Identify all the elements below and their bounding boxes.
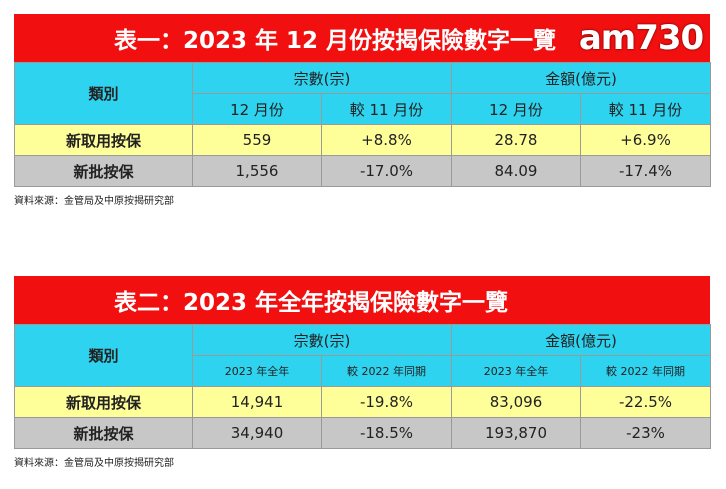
table-1-category-header: 類別 bbox=[14, 62, 193, 125]
table-cell: 28.78 bbox=[451, 124, 581, 156]
table-1-title: 表一：2023 年 12 月份按揭保險數字一覽 bbox=[14, 14, 710, 62]
table-row: 新批按保 1,556 -17.0% 84.09 -17.4% bbox=[14, 155, 711, 187]
table-row: 新取用按保 559 +8.8% 28.78 +6.9% bbox=[14, 124, 711, 156]
table-cell: -23% bbox=[580, 417, 711, 449]
table-cell: 84.09 bbox=[451, 155, 581, 187]
table-row: 新取用按保 14,941 -19.8% 83,096 -22.5% bbox=[14, 386, 711, 418]
table-cell: -17.0% bbox=[321, 155, 452, 187]
table-cell: +8.8% bbox=[321, 124, 452, 156]
table-cell: -19.8% bbox=[321, 386, 452, 418]
table-2-title: 表二：2023 年全年按揭保險數字一覽 bbox=[14, 276, 710, 324]
table-1-sub-header: 較 11 月份 bbox=[321, 93, 452, 125]
table-cell: 14,941 bbox=[192, 386, 322, 418]
table-cell: 559 bbox=[192, 124, 322, 156]
table-1-cases-header: 宗數(宗) bbox=[192, 62, 452, 94]
table-cell: +6.9% bbox=[580, 124, 711, 156]
table-2: 表二：2023 年全年按揭保險數字一覽 類別 宗數(宗) 金額(億元) 2023… bbox=[14, 276, 711, 469]
table-2-source: 資料來源：金管局及中原按揭研究部 bbox=[14, 458, 174, 469]
table-cell: 83,096 bbox=[451, 386, 581, 418]
table-cell: 34,940 bbox=[192, 417, 322, 449]
table-cell: 1,556 bbox=[192, 155, 322, 187]
table-1-grid: 類別 宗數(宗) 金額(億元) 12 月份 較 11 月份 12 月份 較 11… bbox=[14, 62, 711, 187]
table-1-sub-header: 12 月份 bbox=[192, 93, 322, 125]
table-cell: -17.4% bbox=[580, 155, 711, 187]
row-label: 新取用按保 bbox=[14, 124, 193, 156]
table-2-sub-header: 2023 年全年 bbox=[451, 355, 581, 387]
am730-watermark: am730 bbox=[578, 18, 704, 58]
table-2-sub-header: 2023 年全年 bbox=[192, 355, 322, 387]
table-2-amount-header: 金額(億元) bbox=[451, 324, 711, 356]
row-label: 新取用按保 bbox=[14, 386, 193, 418]
table-cell: -22.5% bbox=[580, 386, 711, 418]
table-cell: 193,870 bbox=[451, 417, 581, 449]
table-2-cases-header: 宗數(宗) bbox=[192, 324, 452, 356]
table-1-sub-header: 較 11 月份 bbox=[580, 93, 711, 125]
row-label: 新批按保 bbox=[14, 417, 193, 449]
table-2-sub-header: 較 2022 年同期 bbox=[580, 355, 711, 387]
row-label: 新批按保 bbox=[14, 155, 193, 187]
table-1-sub-header: 12 月份 bbox=[451, 93, 581, 125]
table-1-source: 資料來源：金管局及中原按揭研究部 bbox=[14, 196, 174, 207]
table-2-sub-header: 較 2022 年同期 bbox=[321, 355, 452, 387]
table-2-category-header: 類別 bbox=[14, 324, 193, 387]
table-1-amount-header: 金額(億元) bbox=[451, 62, 711, 94]
table-1: 表一：2023 年 12 月份按揭保險數字一覽 類別 宗數(宗) 金額(億元) … bbox=[14, 14, 711, 207]
table-cell: -18.5% bbox=[321, 417, 452, 449]
table-row: 新批按保 34,940 -18.5% 193,870 -23% bbox=[14, 417, 711, 449]
table-2-grid: 類別 宗數(宗) 金額(億元) 2023 年全年 較 2022 年同期 2023… bbox=[14, 324, 711, 449]
